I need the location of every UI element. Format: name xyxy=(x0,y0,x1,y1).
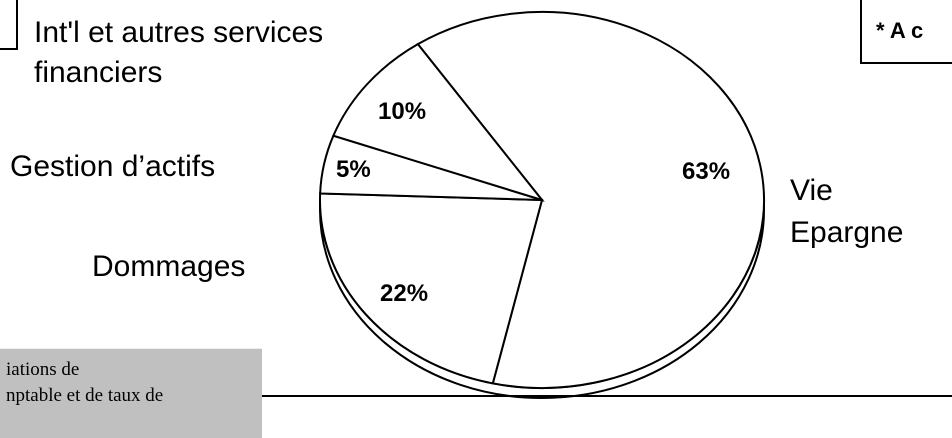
footnote-line2: nptable et de taux de xyxy=(6,385,164,406)
pct-dommages: 22% xyxy=(380,280,429,307)
footnote-line1: iations de xyxy=(6,359,80,380)
label-gestion: Gestion d’actifs xyxy=(10,150,216,183)
pie-slice-0 xyxy=(416,11,765,389)
note-text: * A c xyxy=(876,18,924,43)
label-dommages: Dommages xyxy=(92,250,246,283)
pie-slice-3 xyxy=(332,42,545,202)
left-frame-box xyxy=(0,0,18,50)
label-intl-line2: financiers xyxy=(34,56,163,89)
label-intl-line1: Int'l et autres services xyxy=(34,16,324,49)
pct-vie: 63% xyxy=(682,158,731,185)
label-vie-line2: Epargne xyxy=(790,216,904,249)
footnote-box: iations de nptable et de taux de xyxy=(0,348,262,438)
note-box: * A c xyxy=(860,0,952,64)
pie-chart xyxy=(260,11,952,399)
pie-slice-1 xyxy=(319,192,544,385)
label-vie-line1: Vie xyxy=(790,174,833,207)
pct-gestion: 5% xyxy=(336,156,371,183)
pct-intl: 10% xyxy=(378,98,427,125)
